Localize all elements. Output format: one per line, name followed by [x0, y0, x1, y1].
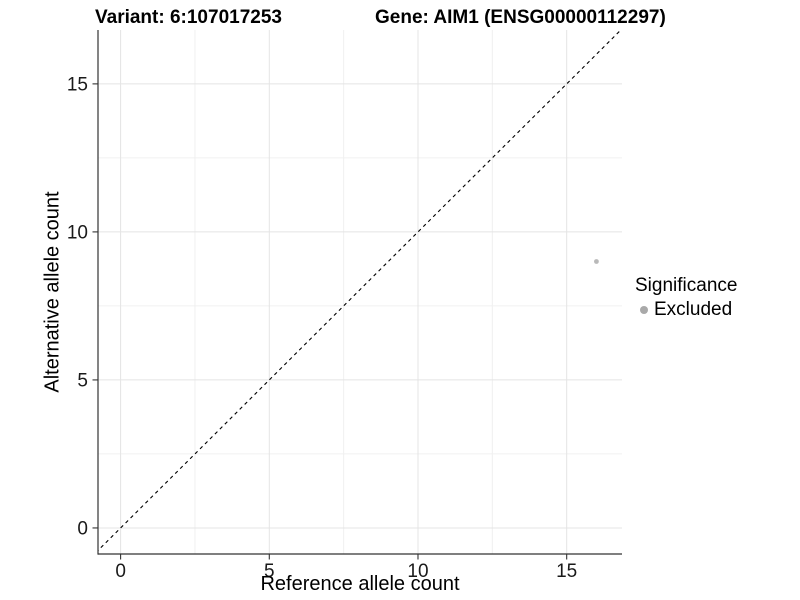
x-tick-label: 10: [407, 561, 428, 582]
y-tick-label: 5: [77, 370, 88, 391]
legend: Significance Excluded: [635, 275, 737, 320]
x-axis-title: Reference allele count: [260, 573, 460, 595]
plot-title-variant: Variant: 6:107017253: [95, 7, 282, 28]
y-tick-label: 15: [67, 74, 88, 95]
plot-title-gene: Gene: AIM1 (ENSG00000112297): [375, 7, 666, 28]
legend-point-icon: [640, 305, 648, 314]
x-tick-label: 5: [264, 561, 275, 582]
legend-entry: Excluded: [635, 299, 737, 320]
x-tick-label: 0: [115, 561, 126, 582]
x-tick-label: 15: [556, 561, 577, 582]
legend-title: Significance: [635, 275, 738, 296]
legend-entry-label: Excluded: [654, 299, 733, 320]
y-tick-label: 10: [67, 222, 88, 243]
y-tick-label: 0: [77, 518, 88, 539]
data-point: [594, 259, 599, 264]
y-axis-title: Alternative allele count: [41, 191, 64, 393]
